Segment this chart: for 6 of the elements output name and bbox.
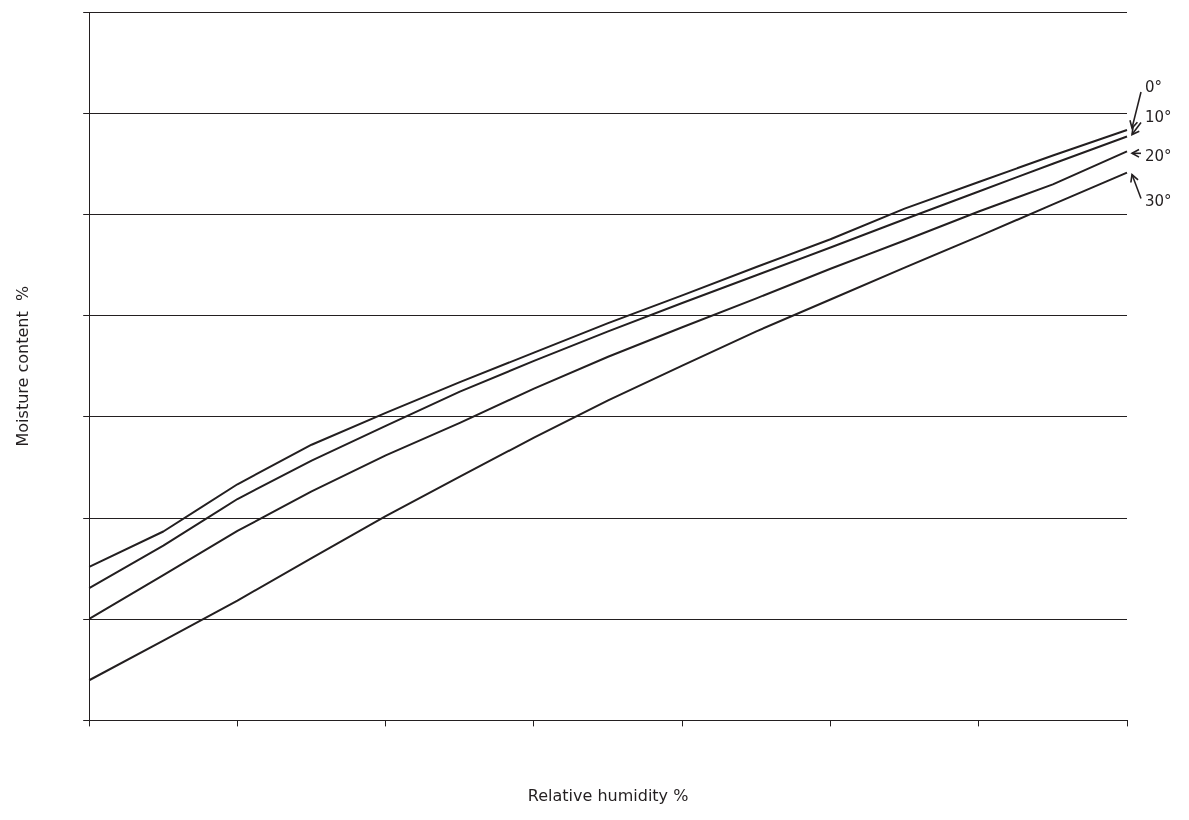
legend-label: 10° (1145, 108, 1172, 127)
series-label: 30° (1145, 192, 1172, 211)
legend-label: 20° (1145, 147, 1172, 166)
x-axis-title: Relative humidity % (527, 785, 689, 805)
text: 0° (1145, 77, 1163, 96)
y-axis-title: Moisture content % (12, 285, 32, 447)
